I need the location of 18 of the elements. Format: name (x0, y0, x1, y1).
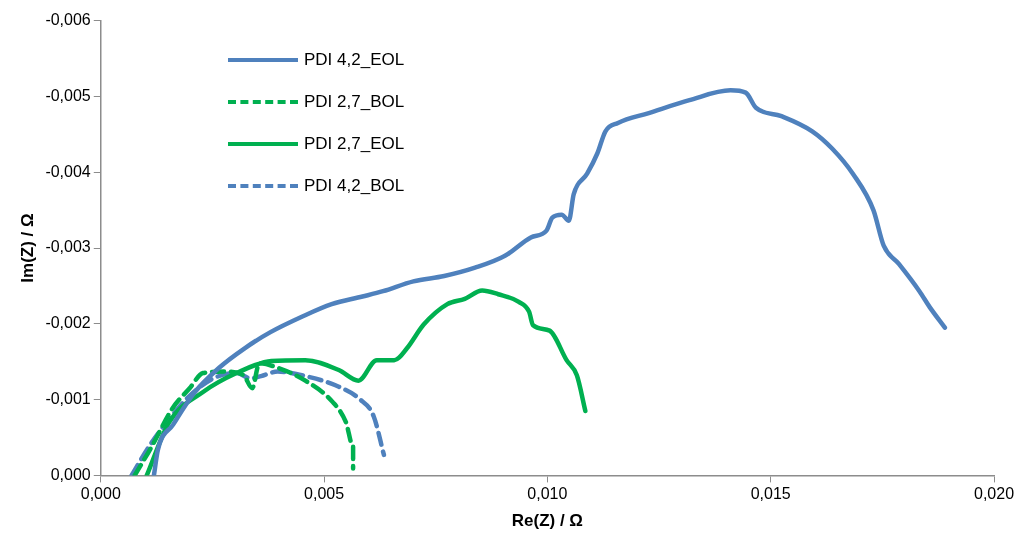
y-axis-title: Im(Z) / Ω (17, 213, 37, 283)
y-tick-label: -0,006 (45, 11, 91, 29)
y-tick-label: 0,000 (50, 465, 91, 483)
y-tick-label: -0,005 (45, 86, 91, 104)
x-tick-label: 0,000 (80, 485, 121, 503)
y-tick-label: -0,001 (45, 390, 91, 408)
y-tick-label: -0,003 (45, 238, 91, 256)
x-tick-label: 0,020 (973, 485, 1015, 503)
legend-label: PDI 4,2_BOL (304, 176, 405, 196)
legend-label: PDI 4,2_EOL (304, 50, 405, 70)
legend-label: PDI 2,7_BOL (304, 92, 405, 112)
y-tick-label: -0,002 (45, 314, 91, 332)
x-tick-label: 0,010 (527, 485, 568, 503)
x-tick-label: 0,005 (304, 485, 345, 503)
y-tick-label: -0,004 (45, 162, 91, 180)
legend-label: PDI 2,7_EOL (304, 134, 405, 154)
x-tick-label: 0,015 (750, 485, 791, 503)
x-axis-title: Re(Z) / Ω (511, 511, 584, 531)
